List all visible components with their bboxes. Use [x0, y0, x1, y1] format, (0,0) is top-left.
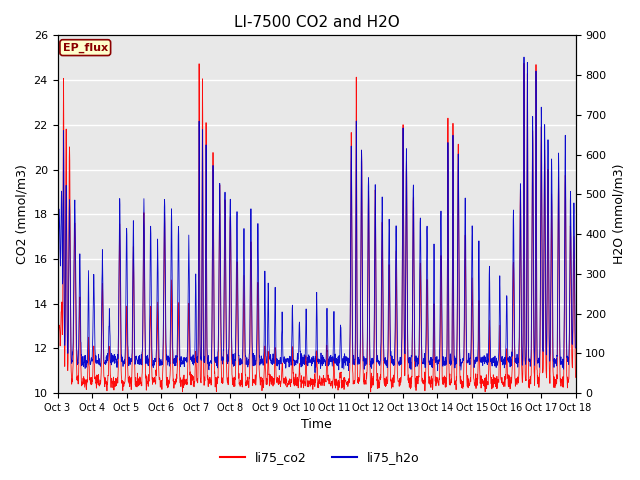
Y-axis label: CO2 (mmol/m3): CO2 (mmol/m3)	[15, 164, 28, 264]
Legend: li75_co2, li75_h2o: li75_co2, li75_h2o	[215, 446, 425, 469]
X-axis label: Time: Time	[301, 419, 332, 432]
Text: EP_flux: EP_flux	[63, 43, 108, 53]
Y-axis label: H2O (mmol/m3): H2O (mmol/m3)	[612, 164, 625, 264]
Title: LI-7500 CO2 and H2O: LI-7500 CO2 and H2O	[234, 15, 399, 30]
